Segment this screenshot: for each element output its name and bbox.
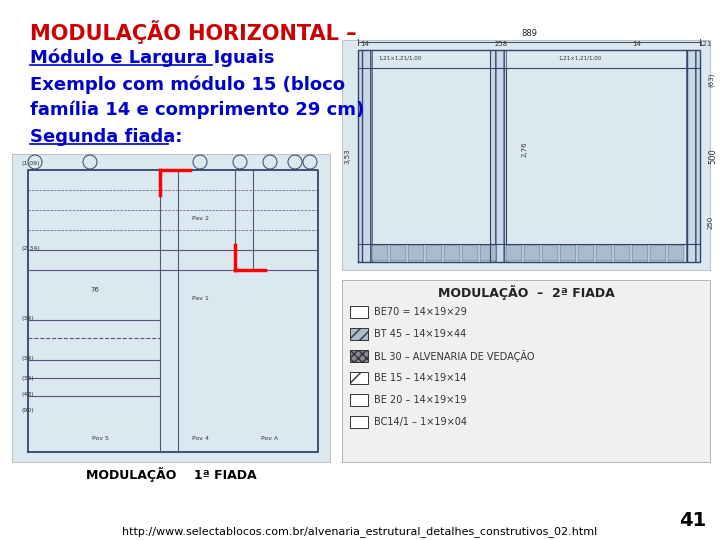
Text: BE70 = 14×19×29: BE70 = 14×19×29 [374,307,467,317]
Bar [358,50,372,262]
Text: (63): (63) [708,73,714,87]
Bar [650,245,666,261]
Bar [462,245,478,261]
Bar [350,306,368,318]
Bar [350,328,368,340]
Text: MODULAÇÃO    1ª FIADA: MODULAÇÃO 1ª FIADA [86,467,256,482]
Text: Segunda fiada:: Segunda fiada: [30,128,182,146]
Text: MODULAÇÃO  –  2ª FIADA: MODULAÇÃO – 2ª FIADA [438,285,614,300]
Bar [668,245,684,261]
Text: BE 15 – 14×19×14: BE 15 – 14×19×14 [374,373,467,383]
Text: Módulo e Largura Iguais: Módulo e Largura Iguais [30,49,274,68]
Bar [350,416,368,428]
Text: (90): (90) [22,408,35,413]
Bar [614,245,630,261]
Bar [480,245,496,261]
Text: Pov 5: Pov 5 [91,436,109,441]
Text: 500: 500 [708,148,717,164]
Text: Pov A: Pov A [261,436,279,441]
Bar [632,245,648,261]
Bar [408,245,424,261]
Text: 889: 889 [521,29,537,38]
Bar [686,50,700,262]
Bar [350,394,368,406]
Text: BT 45 – 14×19×44: BT 45 – 14×19×44 [374,329,467,339]
Text: 258: 258 [495,41,508,47]
Bar [350,372,368,384]
Bar [596,245,612,261]
Text: 14: 14 [361,41,369,47]
Text: http://www.selectablocos.com.br/alvenaria_estrutural_detalhes_construtivos_02.ht: http://www.selectablocos.com.br/alvenari… [122,526,598,537]
Text: 3,53: 3,53 [344,148,350,164]
Bar [12,154,330,462]
Bar [390,245,406,261]
Text: 14: 14 [633,41,642,47]
Text: Pov 4: Pov 4 [192,436,209,441]
Bar [372,245,388,261]
Bar [506,245,522,261]
Text: família 14 e comprimento 29 cm): família 14 e comprimento 29 cm) [30,101,364,119]
Text: 41: 41 [679,510,706,530]
Bar [350,350,368,362]
Text: Exemplo com módulo 15 (bloco: Exemplo com módulo 15 (bloco [30,76,345,94]
Text: Pav 2: Pav 2 [192,216,209,221]
Text: (34): (34) [22,356,35,361]
Text: MODULAÇÃO HORIZONTAL –: MODULAÇÃO HORIZONTAL – [30,20,356,44]
Text: (2,34): (2,34) [22,246,41,251]
Bar [560,245,576,261]
Text: (33): (33) [22,376,35,381]
Bar [542,245,558,261]
Text: BC14/1 – 1×19×04: BC14/1 – 1×19×04 [374,417,467,427]
Text: 121: 121 [698,41,711,47]
Bar [342,40,710,270]
Bar [578,245,594,261]
Text: 250: 250 [708,215,714,228]
Bar [444,245,460,261]
Text: BL 30 – ALVENARIA DE VEDAÇÃO: BL 30 – ALVENARIA DE VEDAÇÃO [374,350,534,362]
Bar [342,280,710,462]
Bar [426,245,442,261]
Text: 1,21×1,21/1,00: 1,21×1,21/1,00 [559,56,602,61]
Text: 76: 76 [91,287,99,293]
Text: 2,76: 2,76 [522,141,528,157]
Text: BE 20 – 14×19×19: BE 20 – 14×19×19 [374,395,467,405]
Text: (1,09): (1,09) [22,161,40,166]
Text: 1,21×1,21/1,00: 1,21×1,21/1,00 [379,56,422,61]
Bar [524,245,540,261]
Text: Pav 1: Pav 1 [192,296,208,301]
Text: (34): (34) [22,316,35,321]
Text: (48): (48) [22,392,35,397]
Bar [490,50,506,262]
